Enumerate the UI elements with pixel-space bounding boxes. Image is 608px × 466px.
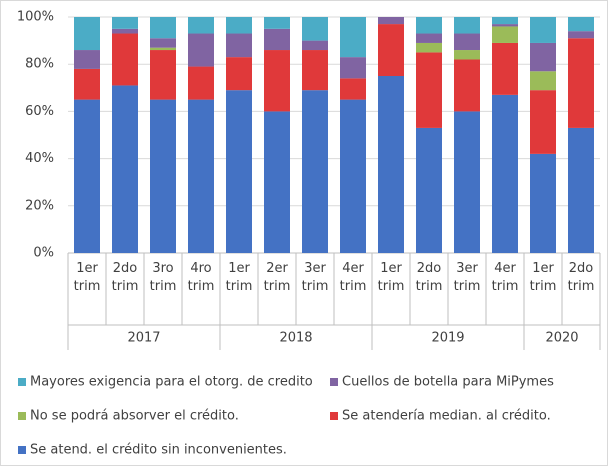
bar-segment — [340, 78, 366, 100]
bar-segment — [74, 17, 100, 51]
y-tick-label: 80% — [25, 57, 54, 72]
bar-segment — [226, 33, 252, 58]
bar-segment — [378, 24, 404, 76]
bar-segment — [416, 42, 442, 53]
bar-segment — [454, 111, 480, 254]
bar-segment — [112, 85, 138, 253]
x-tick-label: 4er trim — [491, 261, 519, 294]
bar-segment — [74, 68, 100, 100]
bar-segment — [74, 50, 100, 69]
group-label: 2020 — [545, 331, 578, 346]
bar-segment — [454, 17, 480, 34]
bar-segment — [530, 153, 556, 253]
x-tick-label: 1er trim — [73, 261, 101, 294]
legend-swatch — [18, 446, 26, 454]
bar-segment — [150, 47, 176, 51]
legend-label: Se atend. el crédito sin inconvenientes. — [30, 443, 287, 458]
bar-segment — [150, 17, 176, 39]
x-tick-label: 2do trim — [415, 261, 443, 294]
x-tick-label: 1er trim — [225, 261, 253, 294]
bar-segment — [378, 76, 404, 253]
legend-swatch — [18, 412, 26, 420]
legend-label: Se atendería median. al crédito. — [342, 409, 551, 424]
group-label: 2019 — [431, 331, 464, 346]
bar-segment — [188, 17, 214, 34]
bar-segment — [492, 26, 518, 43]
bar-segment — [340, 99, 366, 253]
x-tick-label: 3er trim — [301, 261, 329, 294]
bar-segment — [226, 57, 252, 91]
bar-segment — [530, 42, 556, 72]
bar-segment — [188, 66, 214, 100]
bar-segment — [416, 33, 442, 43]
x-tick-label: 3er trim — [453, 261, 481, 294]
bar-segment — [416, 17, 442, 34]
bar-segment — [568, 31, 594, 39]
bar-segment — [340, 57, 366, 79]
y-tick-label: 100% — [17, 10, 54, 25]
legend-label: No se podrá absorver el crédito. — [30, 409, 239, 424]
bar-segment — [264, 111, 290, 254]
bar-segment — [530, 71, 556, 91]
group-label: 2017 — [127, 331, 160, 346]
x-tick-label: 4ro trim — [187, 261, 215, 294]
legend-swatch — [330, 378, 338, 386]
bar-segment — [226, 17, 252, 34]
legend-label: Cuellos de botella para MiPymes — [342, 375, 554, 390]
bar-segment — [264, 50, 290, 112]
bar-segment — [264, 28, 290, 51]
x-tick-label: 2er trim — [263, 261, 291, 294]
bar-segment — [568, 127, 594, 253]
bar-segment — [340, 17, 366, 58]
bar-segment — [492, 42, 518, 95]
y-tick-label: 20% — [25, 198, 54, 213]
x-tick-label: 2do trim — [111, 261, 139, 294]
bar-segment — [378, 17, 404, 25]
legend-swatch — [330, 412, 338, 420]
bar-segment — [454, 59, 480, 112]
bar-segment — [150, 99, 176, 253]
bar-segment — [568, 17, 594, 32]
bar-segment — [188, 33, 214, 67]
bar-segment — [264, 17, 290, 29]
bar-segment — [530, 90, 556, 154]
x-tick-label: 2do trim — [567, 261, 595, 294]
bar-segment — [112, 17, 138, 29]
bar-segment — [302, 17, 328, 41]
bar-segment — [454, 33, 480, 51]
legend-swatch — [18, 378, 26, 386]
y-tick-label: 60% — [25, 104, 54, 119]
legend-label: Mayores exigencia para el otorg. de cred… — [30, 375, 313, 390]
bar-segment — [226, 90, 252, 253]
group-label: 2018 — [279, 331, 312, 346]
x-tick-label: 1er trim — [529, 261, 557, 294]
bar-segment — [112, 28, 138, 34]
x-tick-label: 4er trim — [339, 261, 367, 294]
bar-segment — [416, 127, 442, 253]
bar-segment — [454, 50, 480, 60]
bar-segment — [112, 33, 138, 86]
bar-segment — [188, 99, 214, 253]
bar-segment — [150, 38, 176, 48]
bar-segment — [492, 24, 518, 27]
bar-segment — [74, 99, 100, 253]
bar-segment — [150, 50, 176, 100]
x-tick-label: 3ro trim — [149, 261, 177, 294]
bar-segment — [302, 90, 328, 253]
x-tick-label: 1er trim — [377, 261, 405, 294]
bar-segment — [492, 17, 518, 25]
bar-segment — [302, 50, 328, 91]
bar-segment — [568, 38, 594, 128]
bar-segment — [416, 52, 442, 128]
bar-segment — [530, 17, 556, 43]
y-tick-label: 0% — [33, 246, 54, 261]
bar-segment — [302, 40, 328, 51]
bar-segment — [492, 94, 518, 253]
y-tick-label: 40% — [25, 151, 54, 166]
